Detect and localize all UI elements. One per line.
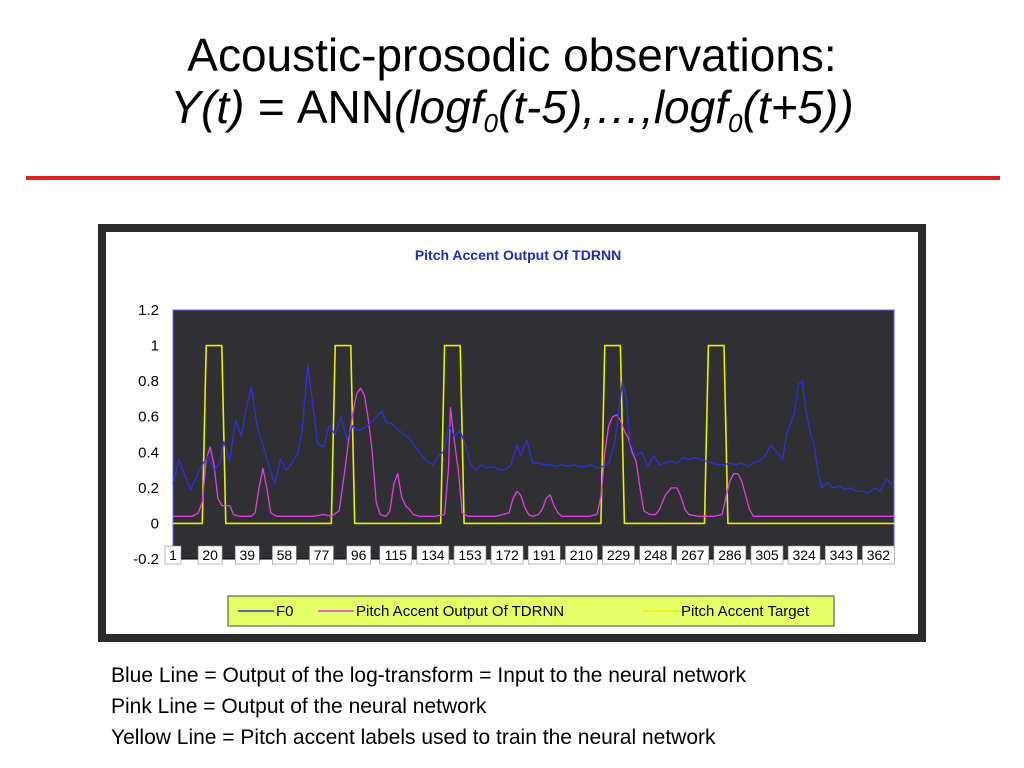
y-tick-label: 0.2	[138, 480, 159, 497]
x-tick-box	[164, 545, 182, 565]
x-tick-label: 20	[202, 547, 218, 563]
x-tick-box	[862, 545, 895, 565]
y-tick-label: 0.8	[138, 373, 159, 390]
title-yt: Y(t) =	[170, 80, 297, 133]
x-tick-box	[490, 545, 524, 565]
title-part-2: (t-5),…,logf	[497, 80, 728, 133]
chart-panel: Pitch Accent Output Of TDRNN 1.2 1 0.8 0.6 0…	[106, 232, 918, 634]
chart-title: Pitch Accent Output Of TDRNN	[415, 247, 621, 263]
x-tick-box	[824, 545, 858, 565]
x-tick-label: 39	[239, 547, 255, 563]
title-line-1: Acoustic-prosodic observations:	[187, 29, 837, 81]
chart: Pitch Accent Output Of TDRNN 1.2 1 0.8 0.6 0…	[133, 247, 895, 627]
y-axis: 1.2 1 0.8 0.6 0.4 0.2 0 -0.2	[133, 302, 159, 568]
title-part-3: (t+5))	[742, 80, 854, 133]
x-tick-box	[639, 545, 672, 565]
x-tick-label: 77	[314, 547, 330, 563]
series-line-pitch-accent-output	[173, 387, 894, 517]
title-divider	[26, 176, 1000, 180]
x-tick-label: 172	[495, 547, 519, 563]
x-tick-box	[197, 545, 223, 565]
x-tick-label: 248	[644, 547, 668, 563]
caption-yellow-line: Yellow Line = Pitch accent labels used t…	[111, 726, 716, 749]
x-tick-box	[234, 545, 260, 565]
x-tick-label: 115	[385, 547, 408, 563]
x-tick-box	[787, 545, 821, 565]
x-tick-box	[272, 545, 297, 565]
y-tick-label: 1	[151, 338, 159, 355]
legend: F0 Pitch Accent Output Of TDRNN Pitch Acce…	[227, 595, 835, 627]
x-tick-label: 229	[607, 547, 631, 563]
title-line-2: Y(t) = ANN(logf0(t-5),…,logf0(t+5))	[0, 80, 1024, 136]
x-tick-box	[453, 545, 487, 565]
x-tick-label: 191	[533, 547, 557, 563]
x-tick-box	[602, 545, 635, 565]
x-tick-label: 134	[421, 547, 445, 563]
plot-area	[172, 309, 895, 560]
caption-blue-line: Blue Line = Output of the log-transform …	[111, 664, 747, 687]
series-line-pitch-accent-target	[173, 344, 894, 525]
chart-frame: Pitch Accent Output Of TDRNN 1.2 1 0.8 0.6 0…	[98, 224, 926, 642]
x-tick-label: 96	[351, 547, 367, 563]
legend-label: F0	[276, 603, 294, 620]
y-tick-label: 0.6	[138, 409, 159, 426]
x-tick-box	[565, 545, 598, 565]
caption-pink-line: Pink Line = Output of the neural network	[111, 695, 487, 718]
x-tick-label: 343	[830, 547, 854, 563]
y-tick-label: -0.2	[133, 551, 159, 568]
title-part-1: (logf	[394, 80, 484, 133]
x-tick-label: 305	[755, 547, 779, 563]
x-tick-label: 153	[458, 547, 482, 563]
title-subscript-1: 0	[483, 107, 498, 138]
x-tick-label: 324	[792, 547, 816, 563]
title-ann: ANN	[296, 80, 394, 133]
y-tick-label: 0	[151, 515, 159, 532]
series-line-f0	[172, 364, 893, 494]
x-tick-box	[379, 545, 413, 565]
x-tick-label: 362	[867, 547, 891, 563]
legend-label: Pitch Accent Output Of TDRNN	[356, 603, 564, 620]
x-tick-box	[346, 545, 371, 565]
x-tick-label: 1	[169, 547, 177, 563]
x-tick-box	[527, 545, 561, 565]
title-subscript-2: 0	[728, 107, 743, 138]
x-tick-box	[750, 545, 784, 565]
x-tick-box	[309, 545, 334, 565]
x-tick-box	[676, 545, 710, 565]
slide-title: Acoustic-prosodic observations: Y(t) = A…	[0, 29, 1024, 136]
legend-label: Pitch Accent Target	[681, 603, 810, 620]
x-tick-label: 210	[570, 547, 594, 563]
x-tick-label: 267	[681, 547, 705, 563]
series-layer	[172, 344, 894, 525]
x-axis: 1 20 39 58 77 96 115 134 153 172 191 210 229 248 267 28…	[164, 545, 895, 565]
x-tick-label: 58	[277, 547, 293, 563]
x-tick-label: 286	[718, 547, 742, 563]
y-tick-label: 1.2	[138, 302, 159, 319]
caption: Blue Line = Output of the log-transform …	[111, 660, 746, 753]
y-tick-label: 0.4	[138, 444, 159, 461]
x-tick-box	[416, 545, 450, 565]
x-tick-box	[713, 545, 747, 565]
